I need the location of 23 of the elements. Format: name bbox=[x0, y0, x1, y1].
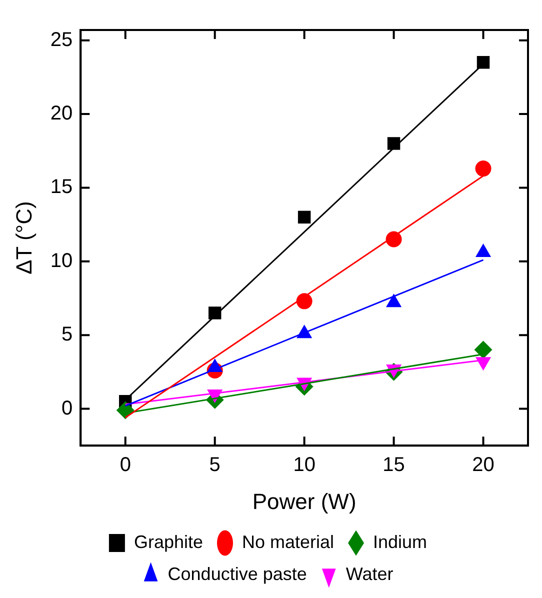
x-tick-label: 5 bbox=[209, 454, 220, 476]
x-axis-title: Power (W) bbox=[252, 488, 356, 514]
point bbox=[387, 137, 400, 150]
point bbox=[475, 160, 492, 177]
y-axis-title: ΔT (°C) bbox=[11, 201, 36, 274]
y-tick-label: 25 bbox=[50, 28, 73, 51]
y-tick-label: 0 bbox=[62, 397, 73, 420]
legend-label: No material bbox=[242, 532, 334, 552]
y-tick-label: 10 bbox=[50, 250, 73, 272]
x-tick-label: 15 bbox=[382, 454, 405, 476]
legend-label: Water bbox=[346, 564, 394, 584]
y-tick-label: 5 bbox=[62, 324, 73, 346]
point bbox=[298, 210, 311, 224]
x-tick-label: 0 bbox=[120, 454, 131, 476]
point bbox=[476, 56, 490, 69]
legend-label: Graphite bbox=[134, 532, 203, 552]
legend-label: Conductive paste bbox=[168, 564, 307, 584]
y-tick-label: 15 bbox=[50, 176, 73, 198]
x-tick-label: 10 bbox=[293, 454, 316, 476]
legend-label: Indium bbox=[373, 532, 428, 552]
point bbox=[474, 340, 492, 359]
x-tick-label: 20 bbox=[472, 454, 494, 476]
y-tick-label: 20 bbox=[50, 102, 73, 125]
